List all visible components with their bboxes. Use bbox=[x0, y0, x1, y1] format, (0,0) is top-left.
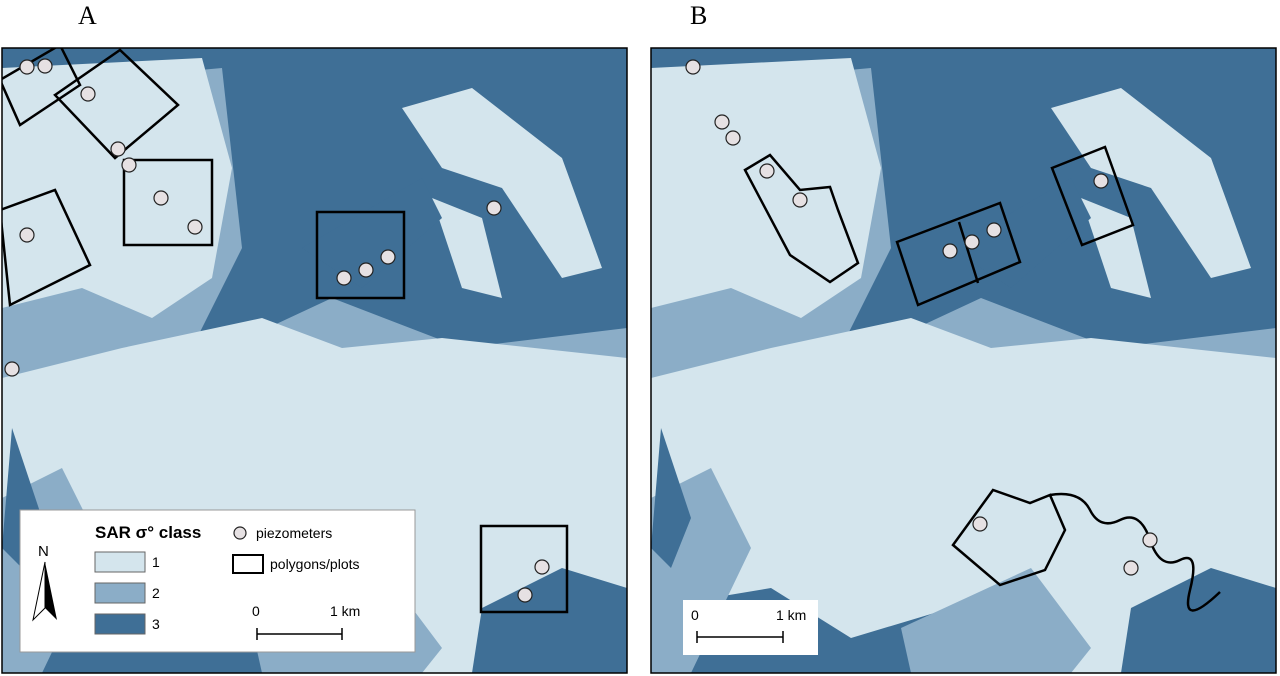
legend-title: SAR σ° class bbox=[95, 523, 201, 542]
class-label: 1 bbox=[152, 554, 160, 570]
map-b bbox=[651, 48, 1276, 673]
legend: SAR σ° class 1 2 3 piezometers polygons/… bbox=[19, 509, 416, 653]
legend-item: piezometers bbox=[256, 525, 332, 541]
piezometers bbox=[4, 58, 550, 603]
panel-label: A bbox=[78, 1, 97, 30]
scale-label: 1 km bbox=[330, 603, 360, 619]
scale-label: 0 bbox=[691, 607, 699, 623]
piezometers bbox=[685, 59, 1158, 576]
legend-item: polygons/plots bbox=[270, 556, 360, 572]
map-a bbox=[2, 48, 627, 673]
scale-label: 1 km bbox=[776, 607, 806, 623]
class-label: 3 bbox=[152, 616, 160, 632]
map-frame bbox=[1, 47, 628, 674]
scale-bar: 0 1 km bbox=[683, 600, 818, 655]
panel-label: B bbox=[690, 1, 707, 30]
map-frame bbox=[650, 47, 1277, 674]
scale-label: 0 bbox=[252, 603, 260, 619]
class-label: 2 bbox=[152, 585, 160, 601]
north-label: N bbox=[38, 543, 49, 560]
